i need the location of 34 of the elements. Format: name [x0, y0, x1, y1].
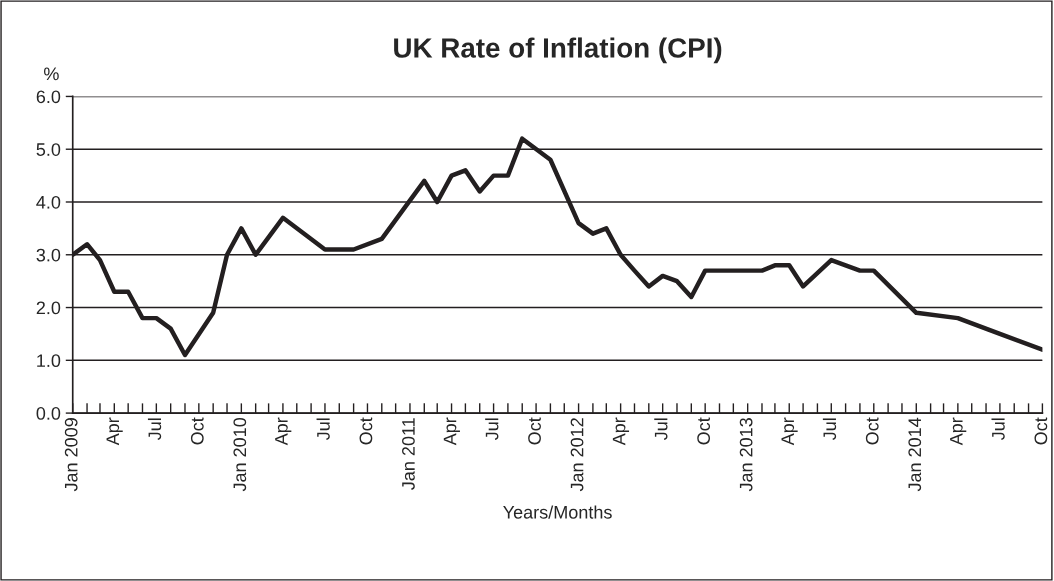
- y-tick-label: 4.0: [36, 195, 61, 209]
- x-tick-label: Oct: [1034, 417, 1048, 445]
- x-tick-label: Jan 2009: [64, 418, 78, 492]
- y-tick-label: 2.0: [36, 301, 61, 315]
- x-tick-label: Jul: [147, 418, 162, 441]
- y-tick-label: 1.0: [37, 354, 61, 368]
- x-tick-label: Oct: [528, 417, 541, 445]
- x-tick-label: Apr: [443, 417, 460, 446]
- x-tick-label: Jul: [485, 418, 499, 441]
- x-axis-title: Years/Months: [503, 505, 612, 519]
- x-tick-label: Jul: [316, 418, 330, 441]
- x-tick-label: Jan 2010: [233, 417, 247, 492]
- x-tick-label: Oct: [697, 417, 711, 445]
- x-tick-label: Jul: [822, 418, 837, 441]
- x-tick-label: Oct: [190, 417, 204, 445]
- x-tick-label: Apr: [275, 417, 292, 446]
- x-tick-label: Jan 2014: [908, 417, 922, 492]
- x-tick-label: Apr: [781, 417, 798, 446]
- x-tick-label: Jan 2012: [570, 418, 584, 492]
- y-tick-label: 0.0: [36, 407, 61, 420]
- chart-title: UK Rate of Inflation (CPI): [394, 37, 722, 64]
- y-tick-label: 5.0: [36, 143, 61, 156]
- x-tick-label: Jan 2011: [402, 418, 415, 490]
- x-tick-label: Oct: [865, 417, 879, 445]
- x-tick-label: Oct: [359, 417, 373, 445]
- x-tick-label: Jan 2013: [739, 418, 753, 492]
- y-axis-title: %: [44, 67, 59, 81]
- x-tick-label: Apr: [950, 417, 967, 446]
- y-tick-label: 3.0: [36, 248, 61, 262]
- x-tick-label: Jul: [991, 418, 1005, 441]
- x-tick-label: Jul: [654, 418, 668, 441]
- x-tick-label: Apr: [106, 417, 123, 446]
- x-tick-label: Apr: [612, 417, 630, 446]
- y-tick-label: 6.0: [36, 90, 61, 104]
